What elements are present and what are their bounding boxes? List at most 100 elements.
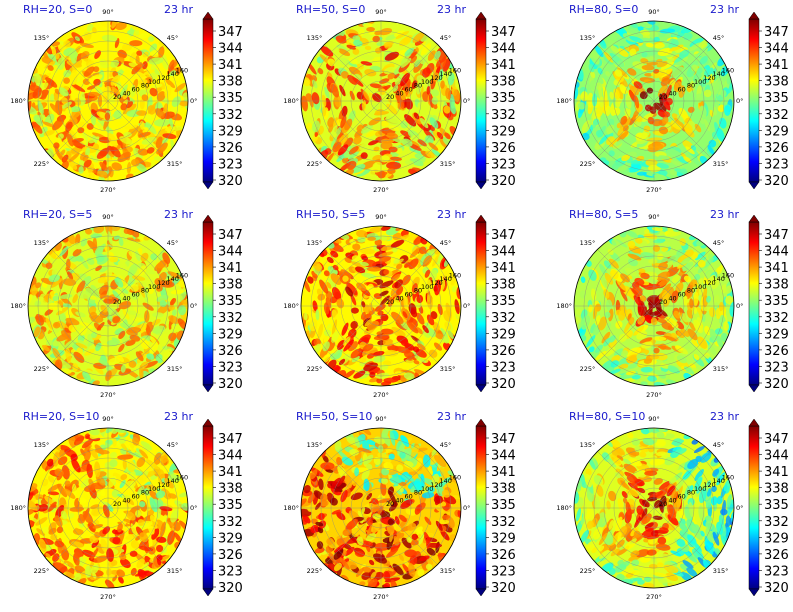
field-cell <box>717 104 725 113</box>
field-cell <box>598 316 607 331</box>
field-cell <box>107 133 118 148</box>
field-cell <box>656 162 669 169</box>
field-cell <box>647 445 655 453</box>
field-cell <box>659 169 668 176</box>
panel-title: RH=80, S=0 <box>569 3 638 16</box>
radial-tick-label: 160 <box>176 271 188 279</box>
colorbar-tick-label: 326 <box>491 141 516 156</box>
field-cell <box>87 91 100 97</box>
polar-outline <box>573 225 735 387</box>
field-cell <box>331 331 339 343</box>
angular-gridline <box>597 100 655 158</box>
field-cell <box>119 84 128 98</box>
field-cell <box>437 303 443 315</box>
angular-tick-label: 45° <box>167 441 179 449</box>
field-cell <box>621 350 629 357</box>
field-cell <box>340 115 347 129</box>
field-cell <box>403 350 415 359</box>
field-cell <box>351 355 360 363</box>
angular-tick-label: 180° <box>283 504 299 512</box>
field-cell <box>110 74 121 86</box>
field-cell <box>389 430 396 446</box>
field-cell <box>108 476 117 488</box>
angular-tick-label: 270° <box>100 186 116 194</box>
field-cell <box>673 310 681 319</box>
field-cell <box>608 258 619 269</box>
field-cell <box>673 81 682 93</box>
radial-tick-label: 140 <box>712 70 724 78</box>
field-cell <box>628 258 638 267</box>
field-cell <box>346 44 356 50</box>
field-cell <box>90 155 97 163</box>
angular-tick-label: 225° <box>34 567 50 575</box>
field-cell <box>93 555 108 563</box>
radial-tick-label: 80 <box>414 489 422 497</box>
field-cell <box>158 333 168 349</box>
field-cell <box>170 509 180 523</box>
field-cell <box>393 296 400 311</box>
colorbar-tick-label: 332 <box>764 108 789 123</box>
field-cell <box>698 145 709 158</box>
field-cell <box>389 476 403 484</box>
field-cell <box>396 464 404 472</box>
colorbar-tick-label: 332 <box>491 311 516 326</box>
field-cell <box>446 516 455 529</box>
field-cell <box>634 277 645 286</box>
field-cell <box>84 227 93 235</box>
field-cell <box>154 259 168 272</box>
field-cell <box>399 451 406 459</box>
field-cell <box>99 21 112 28</box>
panel-time-label: 23 hr <box>710 410 739 423</box>
field-cell <box>443 105 451 114</box>
field-cell <box>88 136 100 144</box>
field-cell <box>111 162 123 171</box>
field-cell <box>129 334 141 342</box>
field-cell <box>174 68 181 75</box>
field-cell <box>616 278 627 291</box>
field-cell <box>138 545 154 552</box>
angular-tick-label: 45° <box>440 441 452 449</box>
angular-tick-label: 315° <box>440 160 456 168</box>
field-cell <box>439 466 446 478</box>
colorbar-tick-label: 335 <box>491 91 516 106</box>
field-cell <box>426 314 435 326</box>
field-cell <box>33 73 43 88</box>
field-cell <box>663 335 677 342</box>
field-cell <box>400 57 412 68</box>
field-cell <box>416 327 423 335</box>
field-cell <box>692 79 699 90</box>
field-cell <box>42 121 55 128</box>
field-cell <box>433 454 447 468</box>
field-cell <box>146 353 155 360</box>
field-cell <box>46 458 54 467</box>
angular-tick-label: 45° <box>713 441 725 449</box>
field-cell <box>161 54 169 70</box>
field-cell <box>60 510 68 520</box>
angular-gridline <box>324 100 382 158</box>
field-cell <box>635 286 643 294</box>
field-cell <box>367 139 379 146</box>
field-cell <box>707 145 715 155</box>
field-cell <box>136 163 147 173</box>
field-cell <box>331 509 343 515</box>
radial-tick-label: 20 <box>659 500 667 508</box>
field-cell <box>331 287 342 300</box>
field-cell <box>675 282 684 294</box>
panel-title: RH=50, S=5 <box>296 208 365 221</box>
field-cell <box>451 286 457 293</box>
field-cell <box>589 80 597 91</box>
field-cell <box>625 94 632 109</box>
field-cell <box>426 547 436 556</box>
field-cell <box>326 281 332 289</box>
field-cell <box>616 367 631 374</box>
field-cell <box>71 541 84 548</box>
radial-tick-label: 80 <box>141 489 149 497</box>
field-cell <box>328 124 334 133</box>
field-cell <box>130 84 136 98</box>
field-cell <box>173 521 181 532</box>
field-cell <box>145 114 153 121</box>
field-cell <box>62 278 77 286</box>
